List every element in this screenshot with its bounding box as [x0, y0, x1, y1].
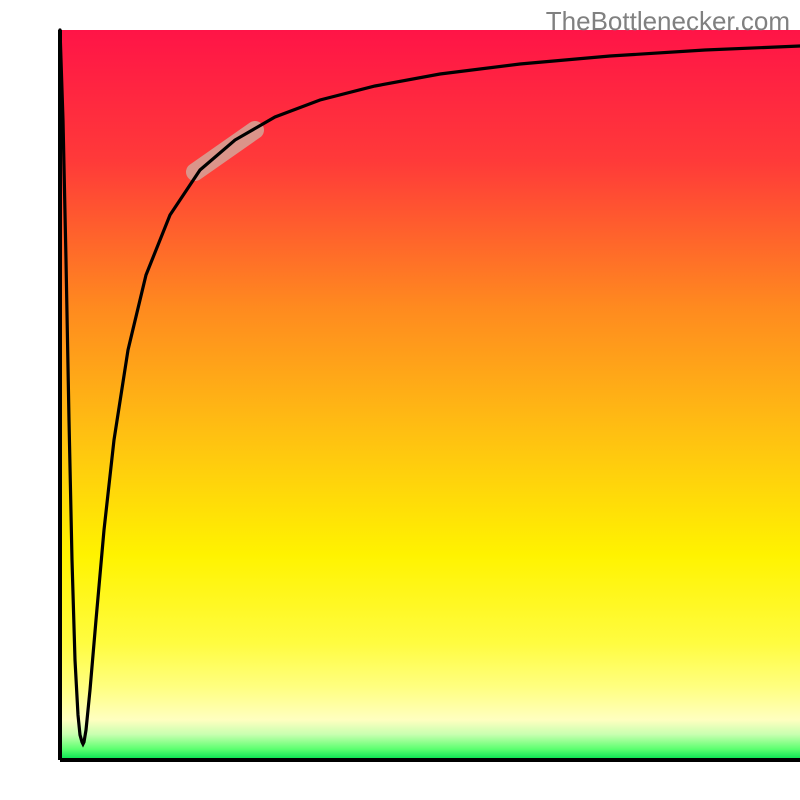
- chart-frame: TheBottlenecker.com: [0, 0, 800, 800]
- plot-background: [60, 30, 800, 760]
- watermark-text: TheBottlenecker.com: [546, 6, 790, 37]
- chart-svg: [0, 0, 800, 800]
